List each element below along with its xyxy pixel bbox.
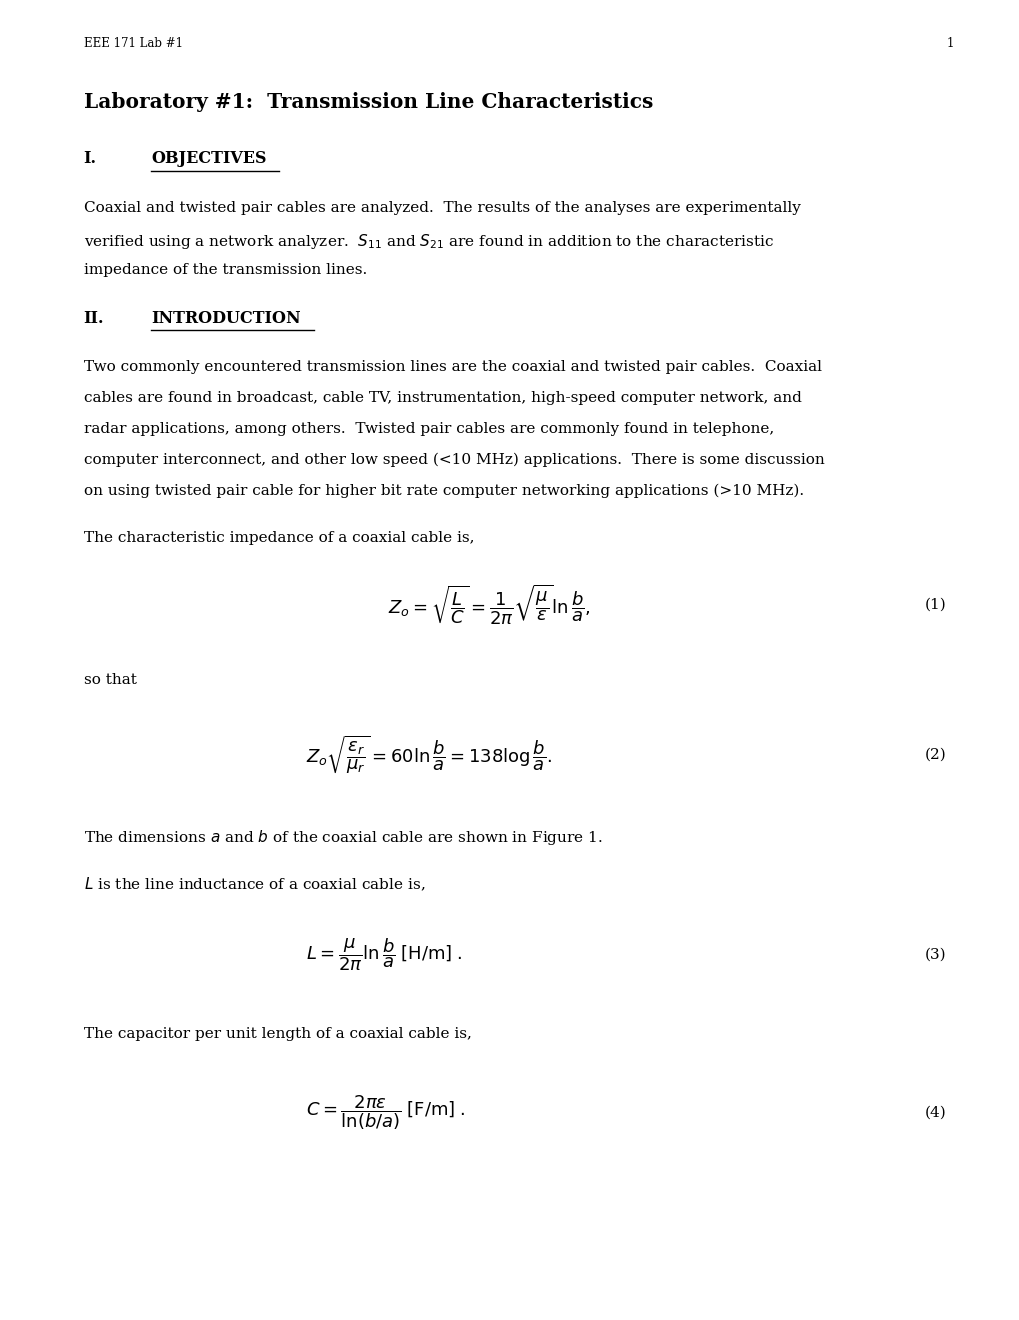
Text: on using twisted pair cable for higher bit rate computer networking applications: on using twisted pair cable for higher b…: [84, 483, 803, 498]
Text: Coaxial and twisted pair cables are analyzed.  The results of the analyses are e: Coaxial and twisted pair cables are anal…: [84, 201, 800, 215]
Text: computer interconnect, and other low speed (<10 MHz) applications.  There is som: computer interconnect, and other low spe…: [84, 453, 823, 467]
Text: $C = \dfrac{2\pi\varepsilon}{\ln\!\left(b/a\right)}\;[\mathrm{F/m}]\;.$: $C = \dfrac{2\pi\varepsilon}{\ln\!\left(…: [306, 1093, 465, 1133]
Text: $Z_o = \sqrt{\dfrac{L}{C}} = \dfrac{1}{2\pi}\sqrt{\dfrac{\mu}{\varepsilon}}\ln\d: $Z_o = \sqrt{\dfrac{L}{C}} = \dfrac{1}{2…: [387, 582, 590, 627]
Text: (3): (3): [924, 948, 946, 961]
Text: (2): (2): [924, 748, 946, 762]
Text: (1): (1): [924, 598, 946, 611]
Text: $L = \dfrac{\mu}{2\pi}\ln\dfrac{b}{a}\;[\mathrm{H/m}]\;.$: $L = \dfrac{\mu}{2\pi}\ln\dfrac{b}{a}\;[…: [306, 936, 462, 973]
Text: II.: II.: [84, 309, 104, 326]
Text: OBJECTIVES: OBJECTIVES: [151, 150, 266, 168]
Text: radar applications, among others.  Twisted pair cables are commonly found in tel: radar applications, among others. Twiste…: [84, 421, 773, 436]
Text: 1: 1: [946, 37, 953, 50]
Text: impedance of the transmission lines.: impedance of the transmission lines.: [84, 263, 367, 277]
Text: The dimensions $a$ and $b$ of the coaxial cable are shown in Figure 1.: The dimensions $a$ and $b$ of the coaxia…: [84, 828, 602, 846]
Text: INTRODUCTION: INTRODUCTION: [151, 309, 301, 326]
Text: The capacitor per unit length of a coaxial cable is,: The capacitor per unit length of a coaxi…: [84, 1027, 471, 1041]
Text: verified using a network analyzer.  $S_{11}$ and $S_{21}$ are found in addition : verified using a network analyzer. $S_{1…: [84, 232, 773, 251]
Text: $L$ is the line inductance of a coaxial cable is,: $L$ is the line inductance of a coaxial …: [84, 875, 425, 892]
Text: EEE 171 Lab #1: EEE 171 Lab #1: [84, 37, 182, 50]
Text: I.: I.: [84, 150, 97, 168]
Text: cables are found in broadcast, cable TV, instrumentation, high-speed computer ne: cables are found in broadcast, cable TV,…: [84, 391, 801, 405]
Text: (4): (4): [924, 1106, 946, 1119]
Text: Two commonly encountered transmission lines are the coaxial and twisted pair cab: Two commonly encountered transmission li…: [84, 359, 821, 374]
Text: The characteristic impedance of a coaxial cable is,: The characteristic impedance of a coaxia…: [84, 531, 474, 545]
Text: so that: so that: [84, 673, 137, 688]
Text: $Z_o\sqrt{\dfrac{\varepsilon_r}{\mu_r}} = 60\ln\dfrac{b}{a} = 138\log\dfrac{b}{a: $Z_o\sqrt{\dfrac{\varepsilon_r}{\mu_r}} …: [306, 734, 552, 776]
Text: Laboratory #1:  Transmission Line Characteristics: Laboratory #1: Transmission Line Charact…: [84, 92, 652, 112]
